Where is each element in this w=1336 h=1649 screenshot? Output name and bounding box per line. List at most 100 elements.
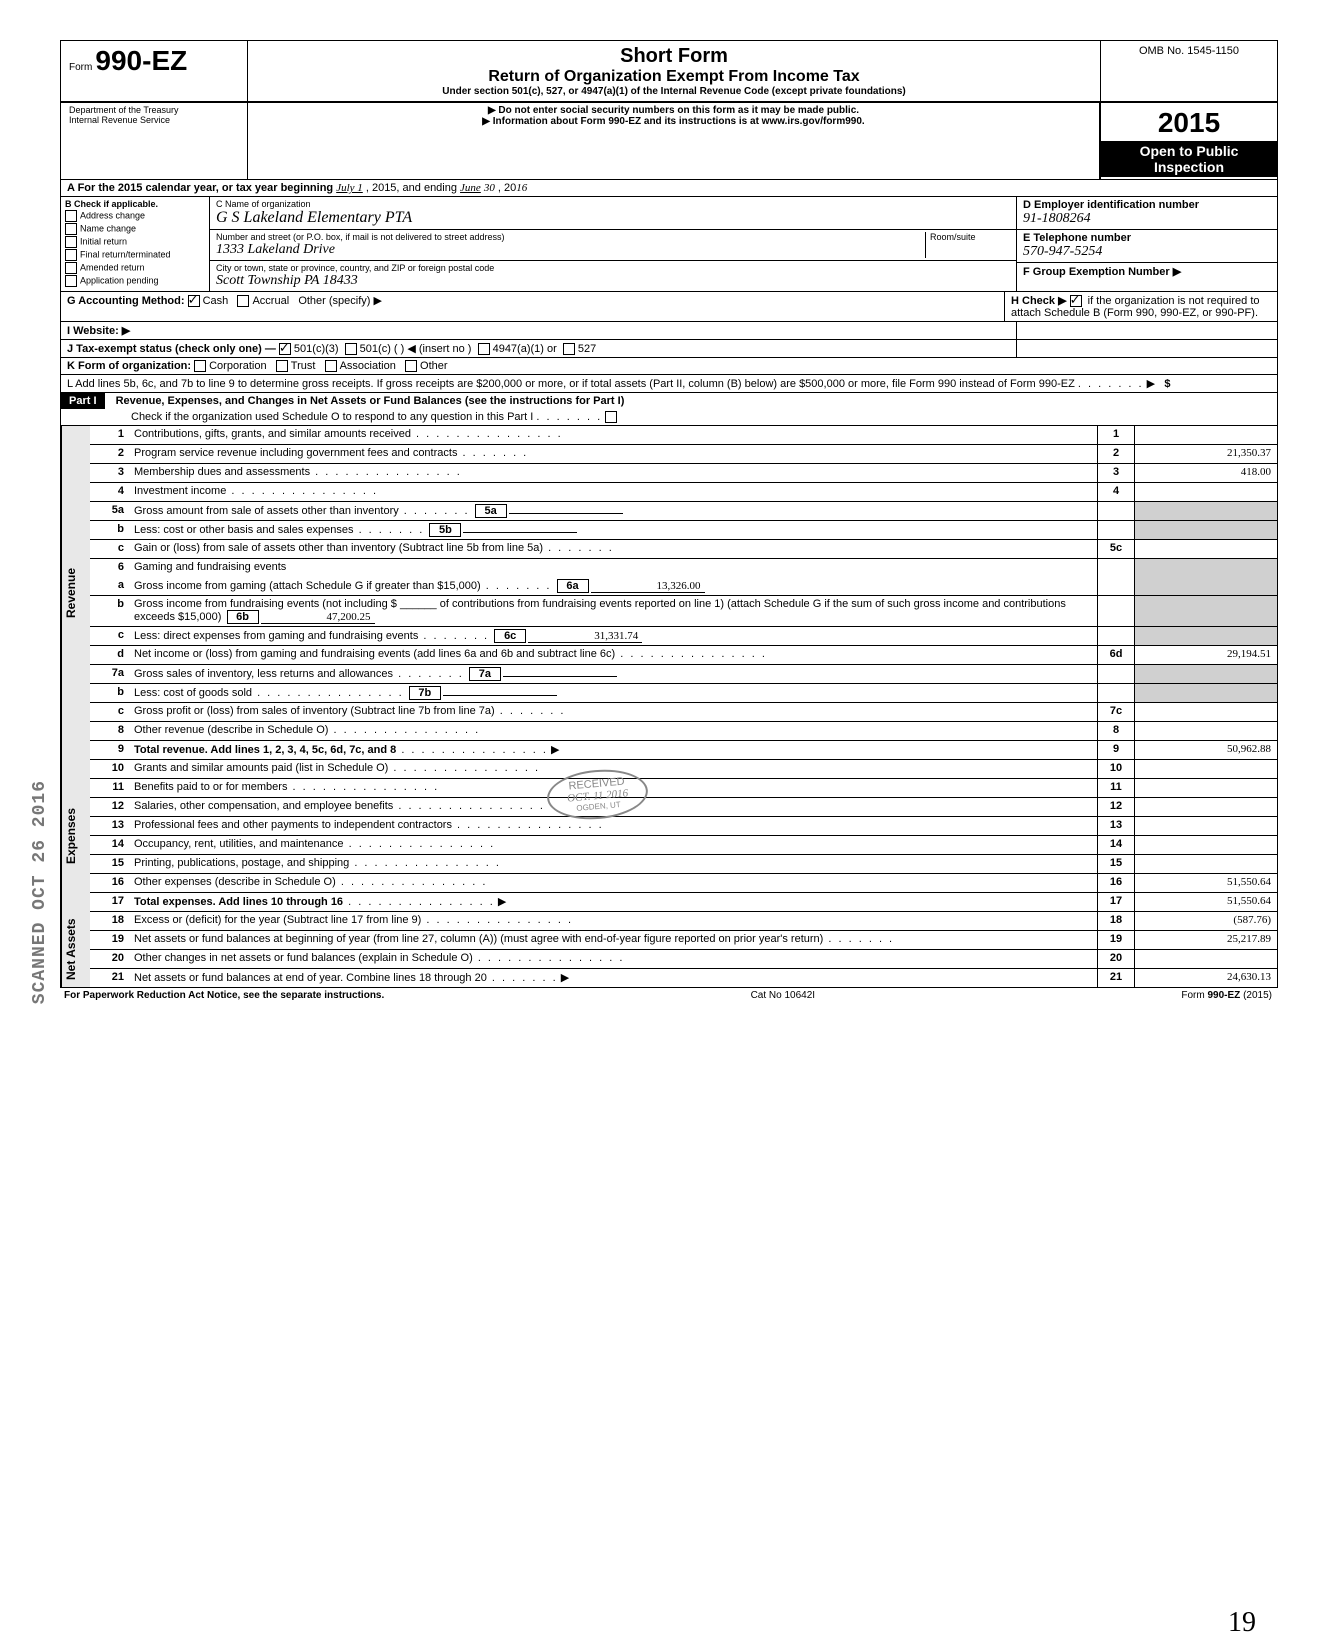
a-begin: July 1 (336, 182, 363, 194)
ln5a-num: 5a (90, 502, 130, 520)
chk-name-change[interactable] (65, 223, 77, 235)
org-city: Scott Township PA 18433 (216, 273, 1010, 289)
ln6a-sh (1097, 577, 1134, 595)
part1-label: Part I (61, 393, 105, 409)
ln17-desc: Total expenses. Add lines 10 through 16 (134, 896, 343, 908)
ln19-box: 19 (1097, 931, 1134, 949)
ln6-num: 6 (90, 559, 130, 577)
chk-schedule-b[interactable] (1070, 295, 1082, 307)
chk-final-return[interactable] (65, 249, 77, 261)
chk-accrual[interactable] (237, 295, 249, 307)
part1-title: Revenue, Expenses, and Changes in Net As… (108, 395, 625, 407)
ln6a-ib: 6a (557, 579, 589, 593)
ln15-num: 15 (90, 855, 130, 873)
ln5b-sh2 (1134, 521, 1277, 539)
section-l: L Add lines 5b, 6c, and 7b to line 9 to … (61, 375, 1277, 393)
ln5a-ib: 5a (475, 504, 507, 518)
j-label: J Tax-exempt status (check only one) — (67, 343, 276, 355)
ln7a-num: 7a (90, 665, 130, 683)
ln6c-num: c (90, 627, 130, 645)
section-j: J Tax-exempt status (check only one) — 5… (61, 340, 1277, 358)
chk-schedule-o[interactable] (605, 411, 617, 423)
open-public: Open to Public Inspection (1101, 141, 1277, 177)
chk-initial-return[interactable] (65, 236, 77, 248)
ln7b-sh (1097, 684, 1134, 702)
ln6b-sh (1097, 596, 1134, 626)
ln15-amt (1134, 855, 1277, 873)
chk-amended[interactable] (65, 262, 77, 274)
lbl-initial-return: Initial return (80, 236, 127, 246)
ln7a-ia (503, 676, 617, 677)
ln1-desc: Contributions, gifts, grants, and simila… (134, 428, 411, 440)
footer-mid: Cat No 10642I (751, 990, 816, 1001)
ln2-num: 2 (90, 445, 130, 463)
chk-other-org[interactable] (405, 360, 417, 372)
chk-501c[interactable] (345, 343, 357, 355)
footer-row: For Paperwork Reduction Act Notice, see … (60, 988, 1276, 1003)
chk-assoc[interactable] (325, 360, 337, 372)
b-label: B Check if applicable. (65, 199, 158, 209)
chk-cash[interactable] (188, 295, 200, 307)
ln4-desc: Investment income (134, 485, 226, 497)
lbl-4947: 4947(a)(1) or (493, 343, 557, 355)
ln9-box: 9 (1097, 741, 1134, 759)
ln10-box: 10 (1097, 760, 1134, 778)
lbl-assoc: Association (340, 360, 396, 372)
expenses-vlabel: Expenses (61, 760, 90, 912)
chk-trust[interactable] (276, 360, 288, 372)
chk-corp[interactable] (194, 360, 206, 372)
lbl-accrual: Accrual (252, 295, 289, 307)
k-label: K Form of organization: (67, 360, 191, 372)
ln1-num: 1 (90, 426, 130, 444)
g-label: G Accounting Method: (67, 295, 185, 307)
ln7b-sh2 (1134, 684, 1277, 702)
a-end-year: 16 (516, 182, 527, 194)
ln7b-ia (443, 695, 557, 696)
ln13-desc: Professional fees and other payments to … (134, 819, 452, 831)
chk-app-pending[interactable] (65, 275, 77, 287)
ln17-num: 17 (90, 893, 130, 911)
ln14-amt (1134, 836, 1277, 854)
ln21-arrow: ▶ (561, 972, 569, 984)
ln1-amt (1134, 426, 1277, 444)
ln6b-sh2 (1134, 596, 1277, 626)
chk-501c3[interactable] (279, 343, 291, 355)
ln7a-desc: Gross sales of inventory, less returns a… (134, 668, 393, 680)
chk-4947[interactable] (478, 343, 490, 355)
ln16-desc: Other expenses (describe in Schedule O) (134, 876, 336, 888)
ln14-box: 14 (1097, 836, 1134, 854)
lbl-insert: ) ◀ (insert no ) (401, 343, 472, 355)
ein: 91-1808264 (1023, 211, 1271, 227)
ln10-num: 10 (90, 760, 130, 778)
ln19-desc: Net assets or fund balances at beginning… (134, 933, 823, 945)
dept-treasury: Department of the Treasury (69, 105, 239, 115)
info-notice: ▶ Information about Form 990-EZ and its … (256, 116, 1091, 127)
section-h: H Check ▶ if the organization is not req… (1004, 292, 1277, 321)
lbl-trust: Trust (291, 360, 316, 372)
ln14-desc: Occupancy, rent, utilities, and maintena… (134, 838, 344, 850)
ln5a-sh2 (1134, 502, 1277, 520)
ln8-box: 8 (1097, 722, 1134, 740)
ln6c-sh2 (1134, 627, 1277, 645)
ln2-amt: 21,350.37 (1134, 445, 1277, 463)
ln6c-ib: 6c (494, 629, 526, 643)
dept-row: Department of the Treasury Internal Reve… (61, 103, 1277, 180)
chk-527[interactable] (563, 343, 575, 355)
lbl-corp: Corporation (209, 360, 266, 372)
l-text: L Add lines 5b, 6c, and 7b to line 9 to … (67, 378, 1075, 390)
chk-address-change[interactable] (65, 210, 77, 222)
revenue-block: Revenue 1Contributions, gifts, grants, a… (61, 426, 1277, 760)
ln5b-ib: 5b (429, 523, 461, 537)
ln5c-box: 5c (1097, 540, 1134, 558)
lbl-final-return: Final return/terminated (80, 249, 171, 259)
room-label: Room/suite (925, 232, 1010, 258)
ln5a-ia (509, 513, 623, 514)
ln1-box: 1 (1097, 426, 1134, 444)
section-def: D Employer identification number 91-1808… (1017, 197, 1277, 291)
lbl-527: 527 (578, 343, 596, 355)
ln6b-ib: 6b (227, 610, 259, 624)
ln18-num: 18 (90, 912, 130, 930)
i-label: I Website: ▶ (67, 325, 130, 337)
form-prefix: Form (69, 62, 92, 73)
ln5b-desc: Less: cost or other basis and sales expe… (134, 524, 354, 536)
